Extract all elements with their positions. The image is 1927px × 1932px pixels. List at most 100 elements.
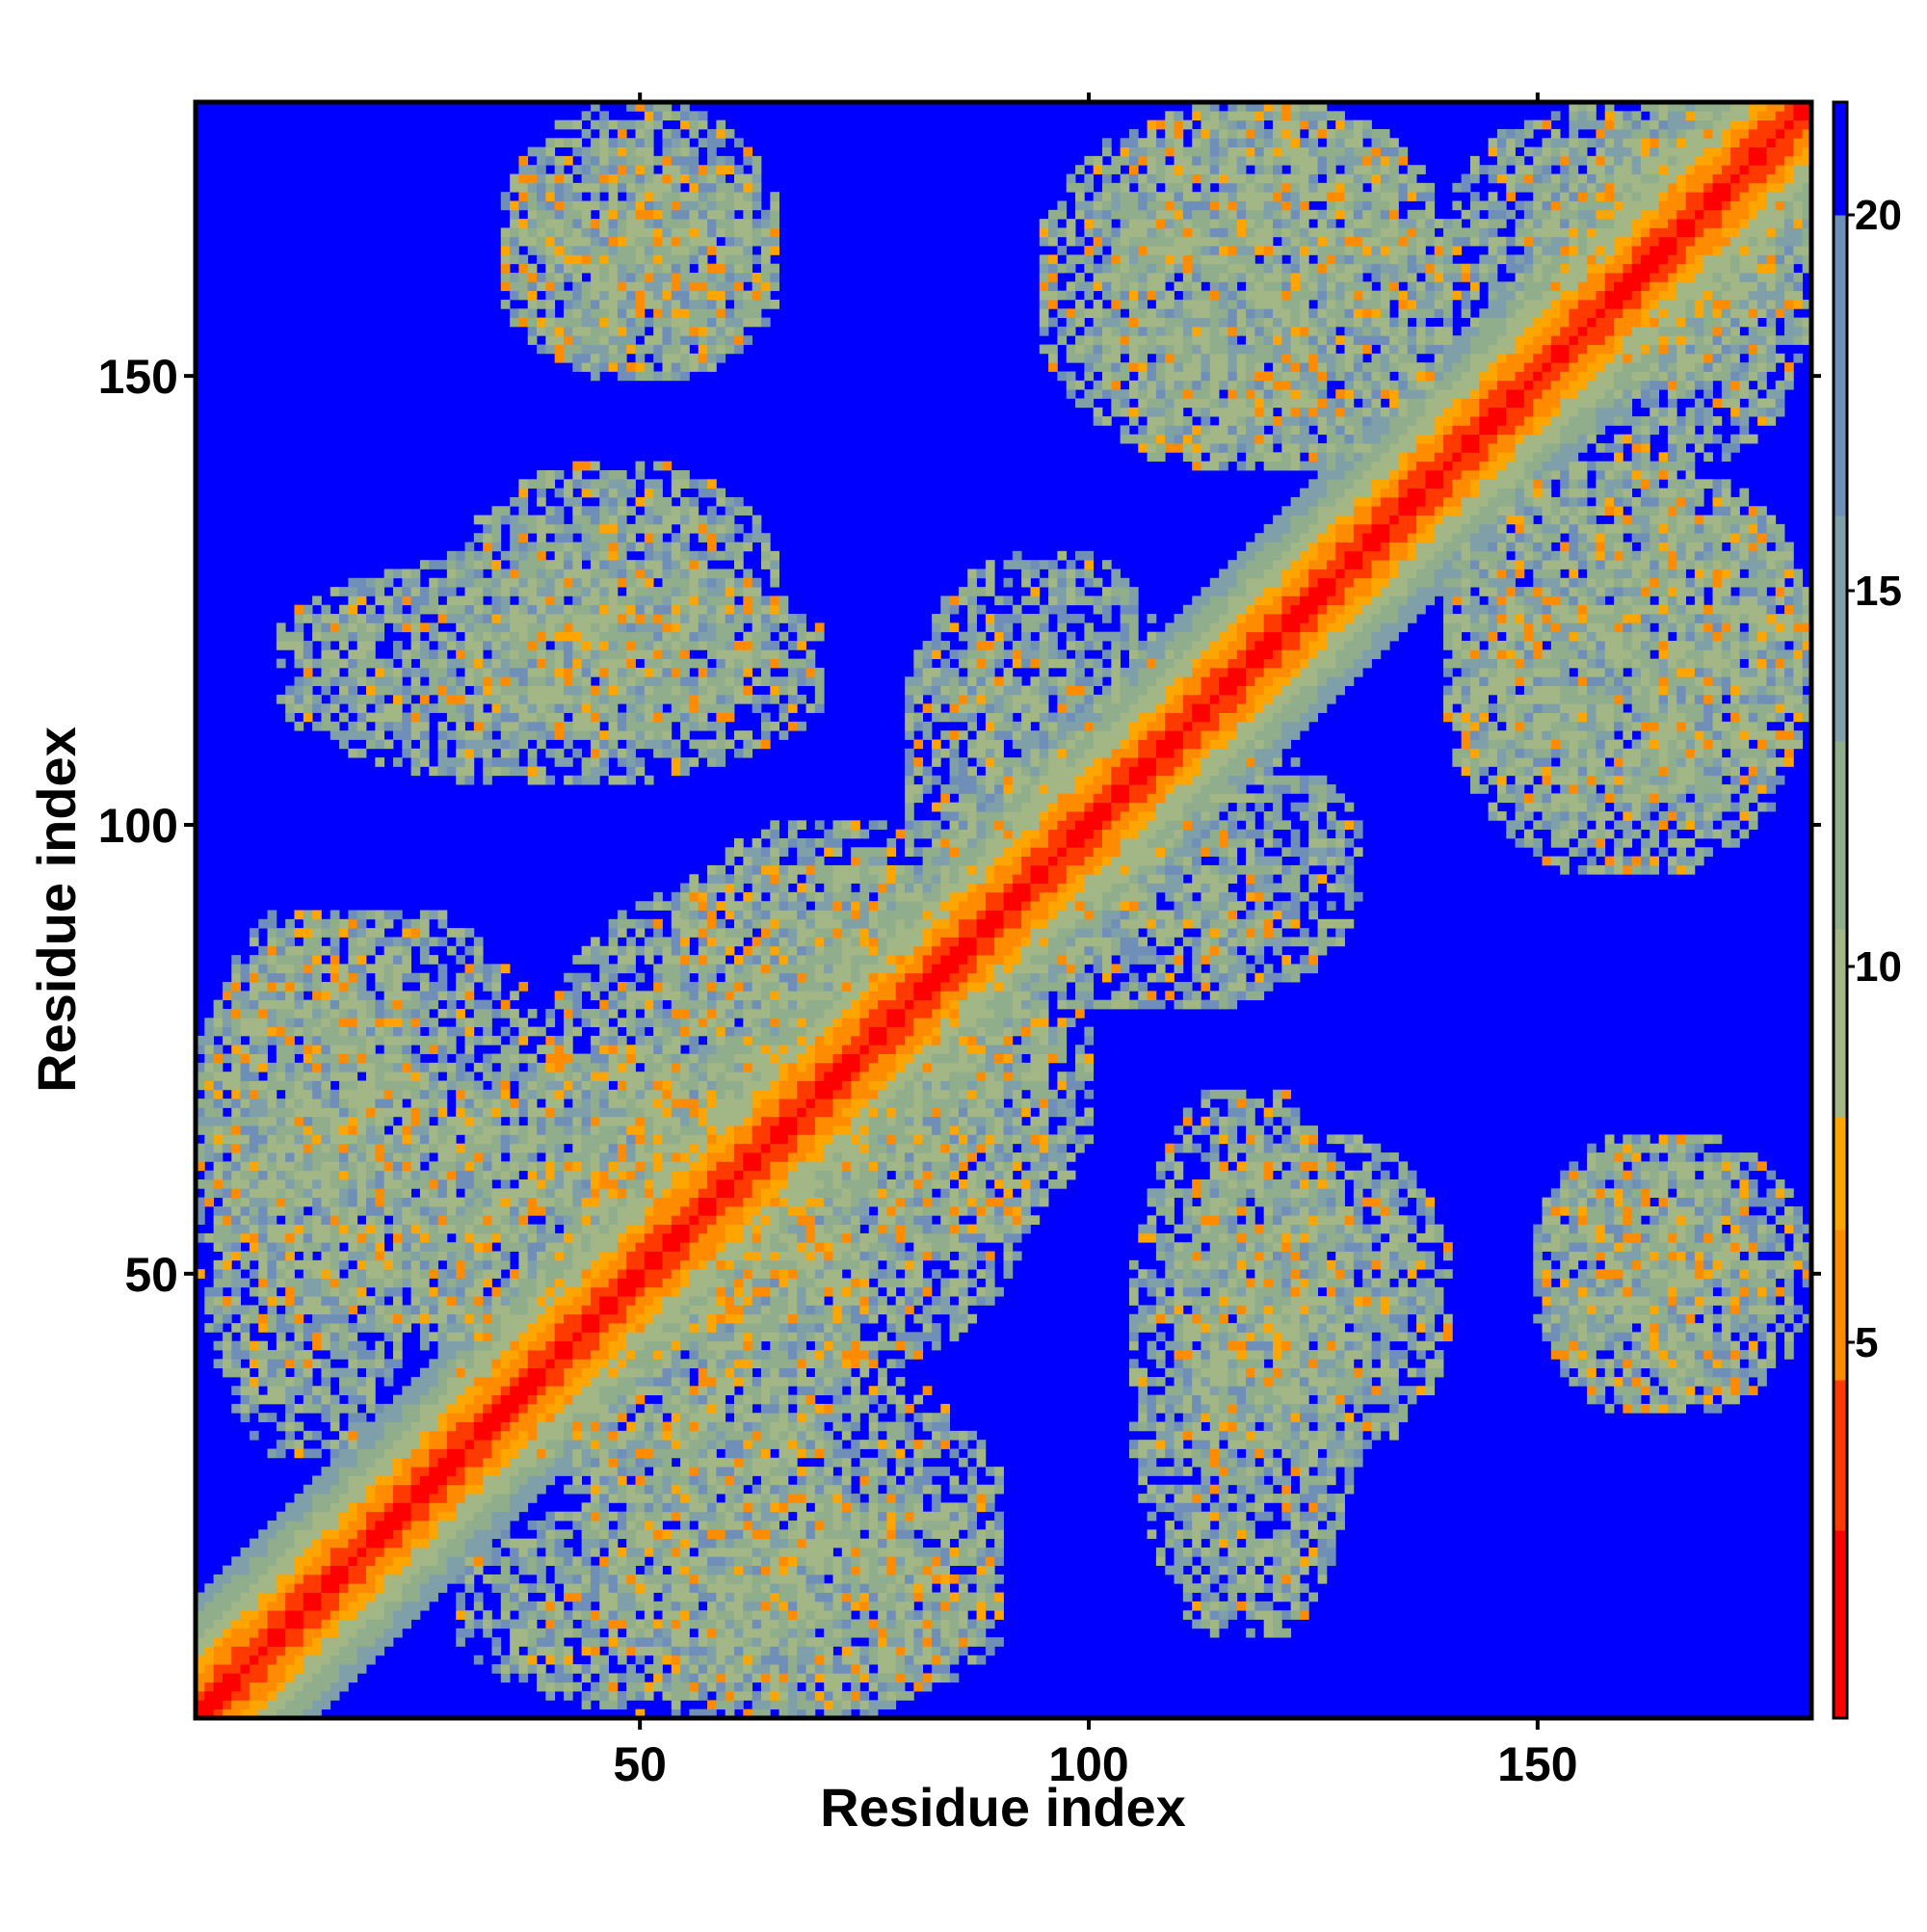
heatmap-cell — [626, 614, 636, 623]
heatmap-cell — [518, 542, 529, 552]
heatmap-cell — [366, 1179, 376, 1189]
heatmap-cell — [599, 1332, 609, 1342]
heatmap-cell — [339, 1610, 349, 1620]
heatmap-cell — [285, 1062, 295, 1072]
heatmap-cell — [429, 1018, 438, 1028]
heatmap-cell — [590, 1116, 600, 1126]
heatmap-cell — [537, 165, 546, 174]
heatmap-cell — [635, 1538, 646, 1548]
heatmap-cell — [356, 1484, 367, 1495]
heatmap-cell — [635, 1259, 646, 1270]
heatmap-cell — [196, 1107, 205, 1118]
heatmap-cell — [285, 1152, 295, 1162]
heatmap-cell — [518, 1242, 529, 1252]
heatmap-cell — [258, 1170, 268, 1180]
heatmap-cell — [581, 676, 592, 686]
heatmap-cell — [402, 1008, 411, 1019]
heatmap-cell — [231, 1296, 241, 1306]
heatmap-cell — [196, 1691, 205, 1701]
heatmap-cell — [590, 1646, 600, 1656]
heatmap-cell — [644, 128, 654, 139]
heatmap-cell — [572, 1305, 583, 1315]
heatmap-cell — [267, 1170, 277, 1180]
heatmap-cell — [321, 614, 331, 623]
heatmap-cell — [527, 308, 538, 318]
heatmap-cell — [276, 1700, 286, 1710]
heatmap-cell — [222, 1125, 232, 1135]
heatmap-cell — [483, 560, 492, 569]
heatmap-cell — [572, 641, 583, 650]
heatmap-cell — [581, 1502, 592, 1513]
heatmap-cell — [446, 757, 457, 767]
heatmap-cell — [563, 200, 573, 211]
heatmap-cell — [222, 1592, 232, 1602]
heatmap-cell — [537, 317, 546, 328]
heatmap-cell — [213, 1026, 224, 1037]
heatmap-cell — [483, 1089, 492, 1099]
heatmap-cell — [626, 1467, 636, 1476]
heatmap-cell — [410, 587, 421, 596]
heatmap-cell — [554, 353, 565, 363]
heatmap-cell — [491, 1170, 502, 1180]
heatmap-cell — [491, 1467, 502, 1476]
heatmap-cell — [626, 299, 636, 309]
heatmap-cell — [294, 1538, 304, 1548]
heatmap-cell — [572, 1197, 583, 1207]
heatmap-cell — [312, 1664, 322, 1674]
heatmap-cell — [635, 685, 646, 696]
heatmap-cell — [437, 1224, 448, 1234]
heatmap-cell — [554, 236, 565, 247]
heatmap-cell — [429, 1197, 438, 1207]
heatmap-cell — [375, 1035, 385, 1045]
heatmap-cell — [446, 945, 457, 956]
heatmap-cell — [402, 667, 411, 677]
heatmap-cell — [644, 479, 654, 490]
heatmap-cell — [500, 757, 511, 767]
heatmap-cell — [410, 1421, 421, 1432]
heatmap-cell — [599, 1376, 609, 1387]
heatmap-cell — [545, 1521, 556, 1530]
heatmap-cell — [196, 1628, 205, 1638]
heatmap-cell — [429, 667, 438, 677]
heatmap-cell — [572, 1089, 583, 1099]
heatmap-cell — [339, 1286, 349, 1297]
heatmap-cell — [581, 1197, 592, 1207]
heatmap-cell — [518, 1313, 529, 1324]
heatmap-cell — [500, 622, 511, 633]
heatmap-cell — [572, 1242, 583, 1252]
heatmap-cell — [258, 1376, 268, 1387]
heatmap-cell — [429, 1179, 438, 1189]
heatmap-cell — [617, 1654, 627, 1665]
heatmap-cell — [240, 1152, 251, 1162]
heatmap-cell — [312, 1448, 322, 1459]
heatmap-cell — [572, 1664, 583, 1674]
heatmap-cell — [356, 577, 367, 588]
heatmap-cell — [581, 1259, 592, 1270]
heatmap-cell — [545, 1313, 556, 1324]
heatmap-cell — [518, 1134, 529, 1145]
heatmap-cell — [375, 1080, 385, 1091]
heatmap-cell — [456, 1628, 465, 1638]
heatmap-cell — [608, 1286, 619, 1297]
heatmap-cell — [644, 1457, 654, 1468]
heatmap-cell — [456, 1152, 465, 1162]
heatmap-cell — [348, 910, 358, 920]
heatmap-cell — [267, 1646, 277, 1656]
heatmap-cell — [500, 227, 511, 238]
heatmap-cell — [410, 1116, 421, 1126]
heatmap-cell — [608, 1601, 619, 1611]
heatmap-cell — [303, 685, 313, 696]
heatmap-cell — [635, 901, 646, 911]
heatmap-cell — [330, 1152, 340, 1162]
heatmap-cell — [491, 604, 502, 615]
heatmap-cell — [537, 1313, 546, 1324]
heatmap-cell — [545, 614, 556, 623]
heatmap-cell — [294, 1583, 304, 1593]
heatmap-cell — [383, 1224, 394, 1234]
heatmap-cell — [204, 1583, 215, 1593]
heatmap-cell — [527, 712, 538, 723]
heatmap-cell — [599, 1269, 609, 1279]
heatmap-cell — [545, 1205, 556, 1216]
heatmap-cell — [258, 1080, 268, 1091]
heatmap-cell — [464, 1179, 475, 1189]
